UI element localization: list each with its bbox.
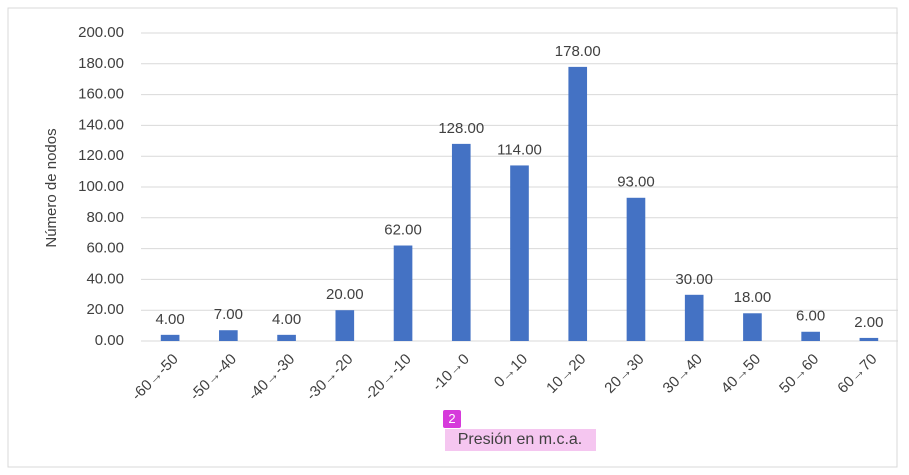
highlight	[445, 429, 596, 451]
y-tick-label: 200.00	[78, 24, 124, 41]
bar	[510, 165, 529, 341]
data-label: 128.00	[438, 120, 484, 137]
y-tick-label: 80.00	[86, 209, 124, 226]
bar	[393, 245, 413, 341]
data-label: 62.00	[384, 221, 422, 238]
data-label: 18.00	[734, 289, 772, 306]
data-label: 4.00	[156, 311, 185, 328]
data-label: 93.00	[617, 174, 655, 191]
bar	[160, 334, 180, 341]
data-label: 114.00	[497, 141, 542, 158]
y-tick-label: 60.00	[86, 240, 124, 257]
bar	[335, 310, 355, 341]
bar	[626, 197, 646, 341]
bar	[451, 143, 471, 341]
y-tick-label: 0.00	[95, 332, 124, 349]
y-tick-label: 140.00	[78, 116, 124, 133]
data-label: 178.00	[555, 43, 601, 60]
data-label: 30.00	[675, 271, 713, 288]
bar	[801, 331, 820, 341]
y-tick-label: 160.00	[78, 86, 124, 103]
y-tick-label: 120.00	[78, 147, 124, 164]
data-label: 2.00	[854, 314, 883, 331]
badge-label: 2	[448, 411, 455, 426]
bar	[219, 330, 238, 341]
data-label: 6.00	[796, 308, 825, 325]
y-axis-label: Número de nodos	[43, 128, 60, 247]
data-label: 7.00	[214, 306, 243, 323]
bar	[859, 337, 879, 341]
y-tick-label: 180.00	[78, 55, 124, 72]
data-label: 20.00	[326, 286, 364, 303]
badge	[443, 410, 461, 428]
y-tick-label: 40.00	[86, 270, 124, 287]
y-tick-label: 20.00	[86, 301, 124, 318]
bar	[568, 66, 588, 341]
y-tick-label: 100.00	[78, 178, 124, 195]
data-label: 4.00	[272, 311, 301, 328]
bar	[743, 313, 762, 341]
x-axis-label: Presión en m.c.a.	[458, 431, 583, 448]
bar	[684, 294, 704, 341]
bar	[277, 334, 296, 341]
